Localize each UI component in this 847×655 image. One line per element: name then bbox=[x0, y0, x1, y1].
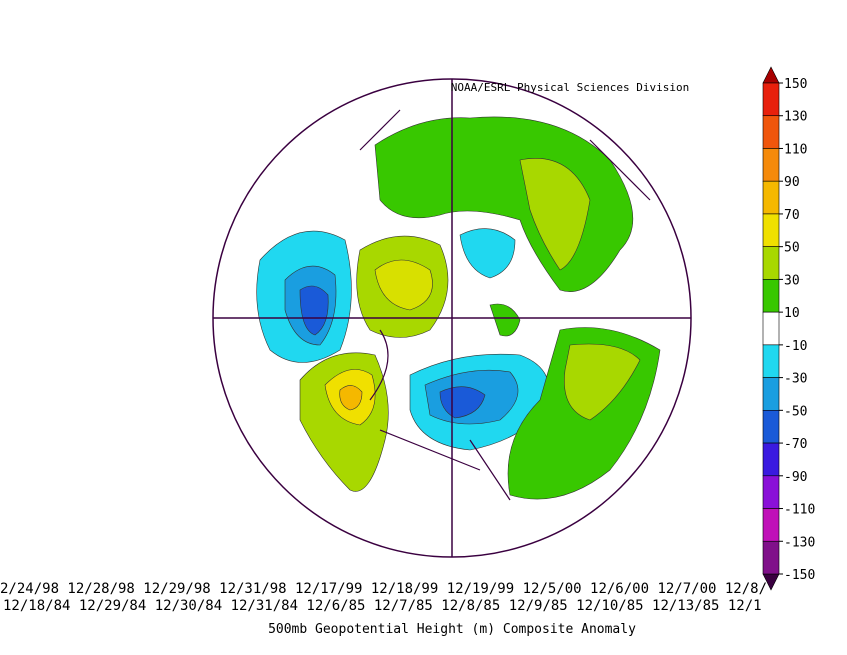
colorbar-tick-label: 30 bbox=[784, 273, 800, 288]
colorbar-tick-label: 150 bbox=[784, 77, 807, 92]
colorbar-segment bbox=[762, 540, 780, 575]
colorbar-segment bbox=[762, 508, 780, 542]
colorbar-segment bbox=[762, 115, 780, 149]
colorbar-tick-label: -70 bbox=[784, 437, 807, 452]
credit: NOAA/ESRL Physical Sciences Division bbox=[451, 81, 689, 94]
hemisphere-map bbox=[212, 78, 692, 558]
colorbar-tick-label: -110 bbox=[784, 503, 815, 518]
date-line: 2/24/98 12/28/98 12/29/98 12/31/98 12/17… bbox=[0, 581, 767, 597]
colorbar-tick-label: -10 bbox=[784, 339, 807, 354]
colorbar-segment bbox=[762, 311, 780, 346]
map-title: 500mb Geopotential Height (m) Composite … bbox=[268, 622, 636, 637]
colorbar-tick-label: 90 bbox=[784, 175, 800, 190]
colorbar-segment bbox=[762, 279, 780, 313]
colorbar-tick-label: 10 bbox=[784, 306, 800, 321]
colorbar-segment bbox=[762, 475, 780, 509]
colorbar-tick-label: 130 bbox=[784, 110, 807, 125]
colorbar-segment bbox=[762, 442, 780, 477]
colorbar-tick-label: -90 bbox=[784, 470, 807, 485]
anomaly-fields bbox=[256, 109, 661, 501]
colorbar-segment bbox=[762, 180, 780, 215]
colorbar-tick-label: 110 bbox=[784, 142, 807, 157]
colorbar-segment bbox=[762, 148, 780, 182]
colorbar-segment bbox=[762, 377, 780, 411]
colorbar-tick-label: -50 bbox=[784, 404, 807, 419]
colorbar-tick-label: -30 bbox=[784, 372, 807, 387]
colorbar-segment bbox=[762, 213, 780, 247]
date-line: 12/18/84 12/29/84 12/30/84 12/31/84 12/6… bbox=[3, 598, 762, 614]
colorbar-tick-label: 50 bbox=[784, 241, 800, 256]
colorbar-segment bbox=[762, 344, 780, 378]
colorbar-tick-label: -130 bbox=[784, 535, 815, 550]
colorbar-tick-label: 70 bbox=[784, 208, 800, 223]
colorbar-over bbox=[762, 66, 780, 84]
colorbar-segment bbox=[762, 82, 780, 117]
colorbar-tick-label: -150 bbox=[784, 568, 815, 583]
colorbar-segment bbox=[762, 246, 780, 280]
colorbar: 150 130 110 90 70 50 30 10 -10 -30 -50 -70 -90 -110 -1… bbox=[762, 66, 815, 591]
colorbar-segment bbox=[762, 410, 780, 444]
